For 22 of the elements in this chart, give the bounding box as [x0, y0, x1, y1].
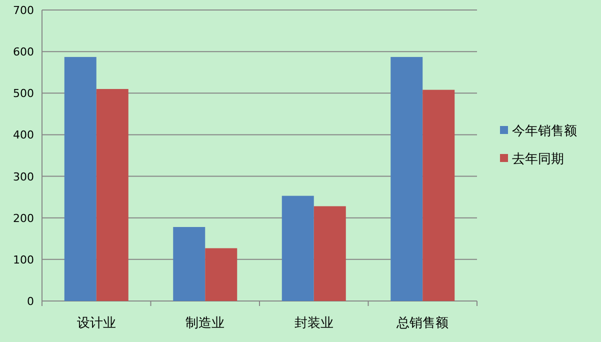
y-tick-label: 600 [13, 46, 34, 59]
x-tick-label: 设计业 [76, 316, 116, 331]
y-tick-label: 200 [13, 212, 34, 225]
bar [173, 227, 206, 301]
x-tick-label: 制造业 [186, 316, 225, 331]
x-tick-label: 总销售额 [396, 316, 449, 331]
bar [422, 90, 455, 301]
y-tick-label: 0 [27, 295, 34, 308]
legend-label: 今年销售额 [512, 124, 577, 139]
y-tick-label: 500 [13, 87, 34, 100]
bar [96, 88, 128, 301]
legend-label: 去年同期 [512, 152, 564, 167]
y-tick-label: 300 [13, 170, 34, 184]
bar [314, 206, 346, 301]
y-tick-label: 700 [13, 4, 34, 17]
bar [64, 56, 96, 301]
bar [282, 196, 314, 301]
y-tick-label: 100 [13, 253, 34, 266]
y-tick-label: 400 [13, 128, 34, 142]
x-tick-label: 封装业 [294, 316, 334, 331]
bar [390, 56, 423, 301]
bar [205, 248, 238, 301]
